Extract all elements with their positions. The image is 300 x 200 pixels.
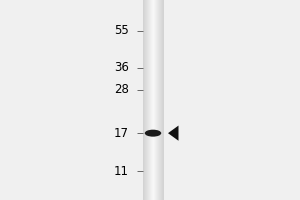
Bar (143, 0, 144, 200)
Bar (161, 0, 162, 200)
Ellipse shape (145, 130, 161, 137)
Bar (144, 0, 145, 200)
Bar (160, 0, 161, 200)
Text: 11: 11 (114, 165, 129, 178)
Bar (142, 0, 143, 200)
Bar (149, 0, 150, 200)
Bar (157, 0, 158, 200)
Bar (146, 0, 147, 200)
Bar (151, 0, 152, 200)
Bar (153, 0, 154, 200)
Bar (159, 0, 160, 200)
Bar (148, 0, 149, 200)
Text: 17: 17 (114, 127, 129, 140)
Text: 28: 28 (114, 83, 129, 96)
Bar (143, 0, 144, 200)
Bar (145, 0, 146, 200)
Bar (152, 0, 153, 200)
Bar (162, 0, 163, 200)
Bar (147, 0, 148, 200)
Text: 55: 55 (114, 24, 129, 37)
Bar (158, 0, 159, 200)
Bar (154, 0, 155, 200)
Bar (154, 0, 155, 200)
Bar (156, 0, 157, 200)
Bar (155, 0, 156, 200)
Text: 36: 36 (114, 61, 129, 74)
Polygon shape (168, 126, 178, 141)
Bar (150, 0, 151, 200)
Bar (163, 0, 164, 200)
